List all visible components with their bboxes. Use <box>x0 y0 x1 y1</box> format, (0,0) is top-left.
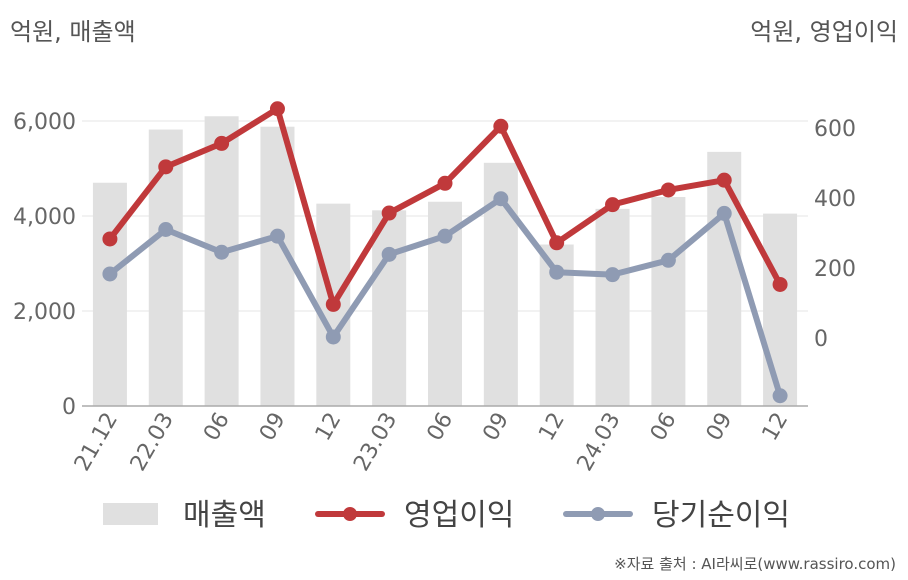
left-tick-label: 4,000 <box>13 205 76 230</box>
revenue-bar <box>763 213 798 406</box>
series-point <box>325 329 341 345</box>
right-tick-label: 400 <box>814 187 856 212</box>
x-tick-label: 06 <box>199 409 235 446</box>
series-point <box>269 101 285 117</box>
revenue-bar <box>372 210 407 406</box>
series-point <box>214 135 230 151</box>
series-point <box>772 276 788 292</box>
x-tick-label: 09 <box>255 409 291 446</box>
series-point <box>381 205 397 221</box>
series-point <box>437 175 453 191</box>
x-tick-label: 23.03 <box>349 409 402 476</box>
revenue-bar <box>651 197 686 406</box>
legend-label: 영업이익 <box>404 498 514 533</box>
x-tick-label: 21.12 <box>70 409 123 476</box>
x-tick-label: 09 <box>478 409 514 446</box>
left-tick-label: 2,000 <box>13 300 76 325</box>
right-axis-unit-label: 억원, 영업이익 <box>750 18 898 46</box>
series-point <box>716 205 732 221</box>
series-point <box>772 388 788 404</box>
series-point <box>493 191 509 207</box>
revenue-bar <box>92 182 127 406</box>
series-point <box>214 244 230 260</box>
series-point <box>102 231 118 247</box>
series-point <box>549 235 565 251</box>
x-tick-label: 09 <box>702 409 738 446</box>
legend-label: 당기순이익 <box>652 498 790 533</box>
x-tick-label: 12 <box>534 409 570 446</box>
x-tick-label: 06 <box>423 409 459 446</box>
right-tick-label: 0 <box>814 327 828 352</box>
x-tick-label: 06 <box>646 409 682 446</box>
revenue-bar <box>595 208 630 406</box>
left-tick-label: 0 <box>62 395 76 420</box>
series-point <box>493 118 509 134</box>
revenue-bar <box>204 116 239 406</box>
revenue-bars <box>92 116 798 407</box>
right-tick-label: 200 <box>814 257 856 282</box>
x-tick-label: 22.03 <box>126 409 179 476</box>
series-point <box>381 246 397 262</box>
series-point <box>102 266 118 282</box>
series-point <box>605 197 621 213</box>
legend-swatch-marker <box>591 507 605 521</box>
revenue-bar <box>707 151 742 406</box>
left-tick-label: 6,000 <box>13 110 76 135</box>
revenue-bar <box>148 129 183 407</box>
series-point <box>158 159 174 175</box>
profit-lines <box>102 101 788 404</box>
legend-label-revenue: 매출액 <box>183 498 266 533</box>
x-tick-label: 24.03 <box>573 409 626 476</box>
series-point <box>158 222 174 237</box>
series-point <box>660 252 676 268</box>
series-point <box>269 228 285 244</box>
revenue-bar <box>260 126 295 406</box>
source-note: ※자료 출처 : AI라씨로(www.rassiro.com) <box>614 555 896 573</box>
series-point <box>325 296 341 312</box>
series-point <box>549 264 565 280</box>
legend: 매출액 영업이익 당기순이익 <box>103 498 790 533</box>
x-tick-label: 12 <box>758 409 794 446</box>
series-point <box>605 267 621 283</box>
series-point <box>660 182 676 198</box>
left-axis-unit-label: 억원, 매출액 <box>10 18 136 46</box>
series-point <box>716 172 732 188</box>
right-tick-label: 600 <box>814 117 856 142</box>
series-point <box>437 228 453 244</box>
legend-swatch-marker <box>343 507 357 521</box>
x-tick-label: 12 <box>311 409 347 446</box>
legend-swatch-revenue <box>103 503 158 525</box>
